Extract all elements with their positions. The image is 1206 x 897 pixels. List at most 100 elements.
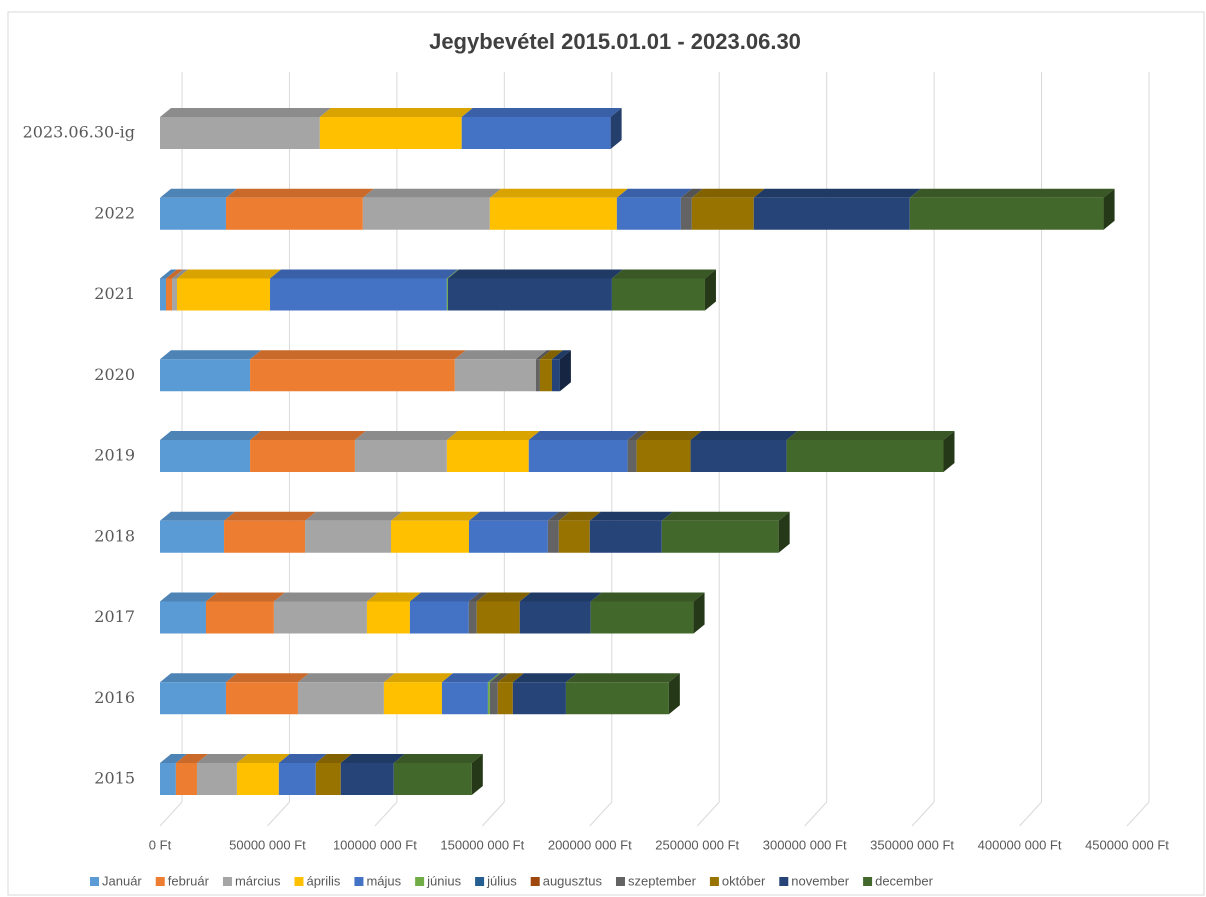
legend-swatch	[475, 877, 485, 886]
bar-top	[319, 108, 473, 117]
bar-side	[693, 592, 705, 634]
grid-line-floor	[267, 801, 290, 827]
grid-line-floor	[589, 801, 613, 827]
bar-top	[519, 592, 602, 602]
bar-segment	[160, 431, 262, 472]
bar-top	[250, 431, 366, 440]
bar-segment	[447, 269, 623, 311]
x-tick-label: 400000 000 Ft	[978, 837, 1062, 852]
bar-top	[166, 269, 184, 279]
bar-side	[471, 754, 483, 795]
bar-front	[391, 520, 470, 553]
bar-front	[273, 601, 367, 634]
bar-segment	[160, 673, 237, 715]
legend-label: november	[791, 873, 849, 888]
bar-front	[236, 763, 279, 795]
bar-front	[489, 682, 498, 715]
bar-top	[497, 673, 524, 683]
bar-front	[409, 601, 469, 634]
bar-front	[461, 117, 611, 149]
x-tick-label: 150000 000 Ft	[440, 837, 524, 852]
bar-top	[160, 108, 331, 117]
bar-segment	[340, 754, 405, 795]
bar-front	[512, 682, 566, 715]
bar-top	[236, 754, 290, 763]
bar-top	[627, 431, 648, 440]
bar-segment	[489, 673, 509, 715]
x-tick-label: 50000 000 Ft	[229, 837, 306, 852]
grid-line-floor	[804, 801, 828, 827]
bar-top	[447, 269, 623, 279]
bar-top	[487, 673, 501, 683]
bar-segment	[469, 511, 559, 553]
legend-label: július	[486, 873, 517, 888]
bar-top	[273, 592, 378, 602]
bar-front	[250, 359, 455, 392]
bar-front	[297, 682, 384, 715]
bar-front	[315, 763, 341, 795]
bar-segment	[391, 511, 481, 553]
bar-top	[753, 188, 921, 198]
bar-front	[468, 601, 477, 634]
bar-front	[160, 278, 167, 311]
bar-front	[225, 682, 298, 715]
bar-segment	[236, 754, 290, 795]
bar-top	[535, 350, 551, 360]
bar-top	[489, 673, 509, 683]
bar-top	[383, 673, 453, 683]
bar-top	[909, 188, 1115, 198]
bar-segment	[441, 673, 499, 715]
bar-front	[691, 197, 754, 230]
legend-label: június	[426, 873, 461, 888]
bar-top	[160, 511, 236, 521]
bar-top	[691, 188, 765, 198]
grid-line-floor	[911, 801, 935, 827]
bar-top	[354, 431, 458, 440]
bar-segment	[528, 431, 639, 472]
bar-front	[224, 520, 306, 553]
bar-segment	[160, 188, 237, 230]
bar-front	[160, 197, 226, 230]
bar-segment	[535, 350, 551, 392]
x-tick-label: 0 Ft	[149, 837, 172, 852]
bar-front	[172, 278, 177, 311]
bar-top	[366, 592, 421, 602]
bar-side	[778, 511, 790, 553]
chart-title: Jegybevétel 2015.01.01 - 2023.06.30	[429, 29, 801, 54]
bar-top	[468, 592, 488, 602]
bar-front	[469, 520, 548, 553]
bar-top	[160, 431, 262, 440]
bar-segment	[160, 511, 236, 553]
bar-top	[172, 269, 188, 279]
bar-front	[196, 763, 237, 795]
bar-segment	[160, 108, 331, 149]
bar-segment	[512, 673, 577, 715]
bar-top	[489, 188, 628, 198]
bar-segment	[166, 269, 184, 311]
bar-segment	[611, 269, 716, 311]
bar-top	[446, 431, 540, 440]
bar-segment	[636, 431, 702, 472]
bar-top	[270, 269, 458, 279]
bar-front	[519, 601, 591, 634]
bar-front	[366, 601, 410, 634]
bar-segment	[172, 269, 188, 311]
bar-front	[160, 682, 226, 715]
bar-segment	[297, 673, 395, 715]
legend-swatch	[863, 877, 873, 886]
bar-segment	[393, 754, 483, 795]
bar-top	[160, 754, 187, 763]
bar-top	[224, 511, 317, 521]
bar-top	[205, 592, 285, 602]
bar-top	[690, 431, 798, 440]
bar-front	[160, 117, 320, 149]
bar-segment	[565, 673, 680, 715]
y-tick-label: 2015	[94, 769, 135, 788]
legend-label: augusztus	[543, 873, 603, 888]
bar-segment	[454, 350, 547, 392]
legend-label: május	[366, 873, 401, 888]
bar-segment	[319, 108, 473, 149]
y-tick-label: 2022	[94, 203, 135, 222]
bar-top	[362, 188, 501, 198]
